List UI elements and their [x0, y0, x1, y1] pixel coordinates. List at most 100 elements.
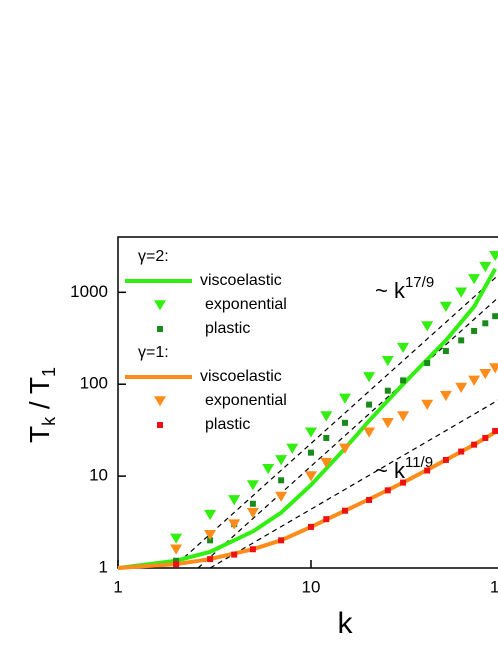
data-point — [442, 456, 449, 463]
data-point — [479, 261, 492, 273]
annotation-text: ~ k — [375, 278, 406, 303]
data-point — [489, 363, 498, 374]
legend-swatch — [157, 326, 163, 332]
data-point — [338, 443, 351, 454]
data-point — [170, 544, 183, 555]
data-point — [471, 327, 478, 334]
legend-label: plastic — [205, 416, 250, 433]
reference-line — [197, 296, 498, 569]
data-point — [228, 495, 241, 506]
data-point — [320, 411, 333, 422]
data-point — [455, 382, 468, 393]
data-point — [305, 471, 317, 482]
legend-swatch — [154, 300, 166, 311]
data-point — [381, 418, 394, 429]
legend-label: viscoelastic — [200, 368, 282, 385]
data-point — [471, 441, 478, 448]
legend-label: exponential — [205, 392, 287, 409]
data-point — [439, 301, 452, 312]
data-point — [458, 337, 465, 344]
data-point — [320, 457, 333, 469]
x-tick-label: 1 — [113, 577, 122, 596]
data-point — [482, 434, 489, 441]
data-point — [173, 557, 180, 564]
legend-swatch — [157, 422, 163, 428]
data-point — [492, 313, 498, 320]
data-point — [492, 427, 498, 434]
data-point — [397, 342, 410, 354]
plot-frame — [117, 236, 498, 569]
data-point — [424, 360, 431, 367]
data-point — [204, 509, 217, 521]
data-point — [308, 523, 314, 530]
data-point — [397, 411, 410, 422]
data-point — [421, 321, 434, 332]
y-tick-label: 1000 — [70, 282, 108, 301]
data-point — [338, 393, 351, 404]
data-point — [341, 507, 348, 514]
annotation: ~ k17/9 — [375, 274, 434, 303]
x-axis-title: k — [338, 607, 354, 640]
data-point — [458, 448, 465, 455]
data-point — [400, 377, 407, 384]
y-title-part: T — [24, 426, 55, 443]
legend-label: plastic — [205, 320, 250, 337]
data-point — [366, 496, 373, 503]
data-point — [170, 533, 183, 544]
data-point — [341, 419, 348, 426]
data-point — [323, 434, 330, 441]
data-point — [262, 464, 275, 475]
reference-line — [209, 399, 498, 569]
data-point — [439, 390, 452, 402]
data-point — [384, 387, 391, 394]
data-point — [308, 449, 314, 456]
x-tick-label: 10 — [302, 577, 321, 596]
annotation-text: ~ k — [375, 458, 406, 483]
data-point — [363, 372, 376, 383]
data-point — [249, 500, 256, 507]
data-point — [366, 401, 373, 408]
data-point — [275, 491, 288, 502]
data-point — [381, 355, 394, 367]
data-point — [305, 427, 317, 438]
data-point — [173, 561, 180, 568]
data-point — [278, 477, 285, 484]
data-point — [204, 529, 217, 541]
legend-swatch — [154, 396, 166, 407]
data-point — [468, 375, 481, 386]
data-point — [207, 556, 214, 563]
data-point — [442, 347, 449, 354]
data-point — [323, 516, 330, 523]
y-axis-title: Tk / T1 — [24, 367, 58, 443]
data-point — [482, 320, 489, 327]
y-tick-label: 10 — [89, 466, 108, 485]
data-point — [278, 537, 285, 544]
data-point — [384, 487, 391, 494]
data-point — [424, 467, 431, 474]
data-point — [421, 399, 434, 411]
data-point — [207, 537, 214, 544]
legend-label: exponential — [205, 296, 287, 313]
annotation-sup: 17/9 — [405, 274, 434, 291]
data-point — [363, 427, 376, 438]
data-point — [455, 287, 468, 298]
series-line — [117, 267, 497, 570]
data-point — [468, 274, 481, 285]
x-tick-label: 100 — [490, 577, 498, 596]
y-tick-label: 1 — [99, 557, 108, 576]
legend-label: viscoelastic — [200, 272, 282, 289]
legend-group: γ=1: — [138, 344, 169, 361]
data-point — [228, 519, 241, 530]
data-point — [286, 443, 299, 454]
data-point — [249, 546, 256, 553]
y-tick-label: 100 — [80, 374, 108, 393]
data-point — [246, 480, 259, 491]
y-title-sub: k — [39, 416, 59, 426]
data-point — [400, 479, 407, 486]
data-point — [479, 368, 492, 380]
legend-group: γ=2: — [138, 248, 169, 265]
annotation: ~ k11/9 — [375, 454, 433, 483]
data-point — [489, 250, 498, 262]
y-title-sub: 1 — [39, 367, 59, 377]
